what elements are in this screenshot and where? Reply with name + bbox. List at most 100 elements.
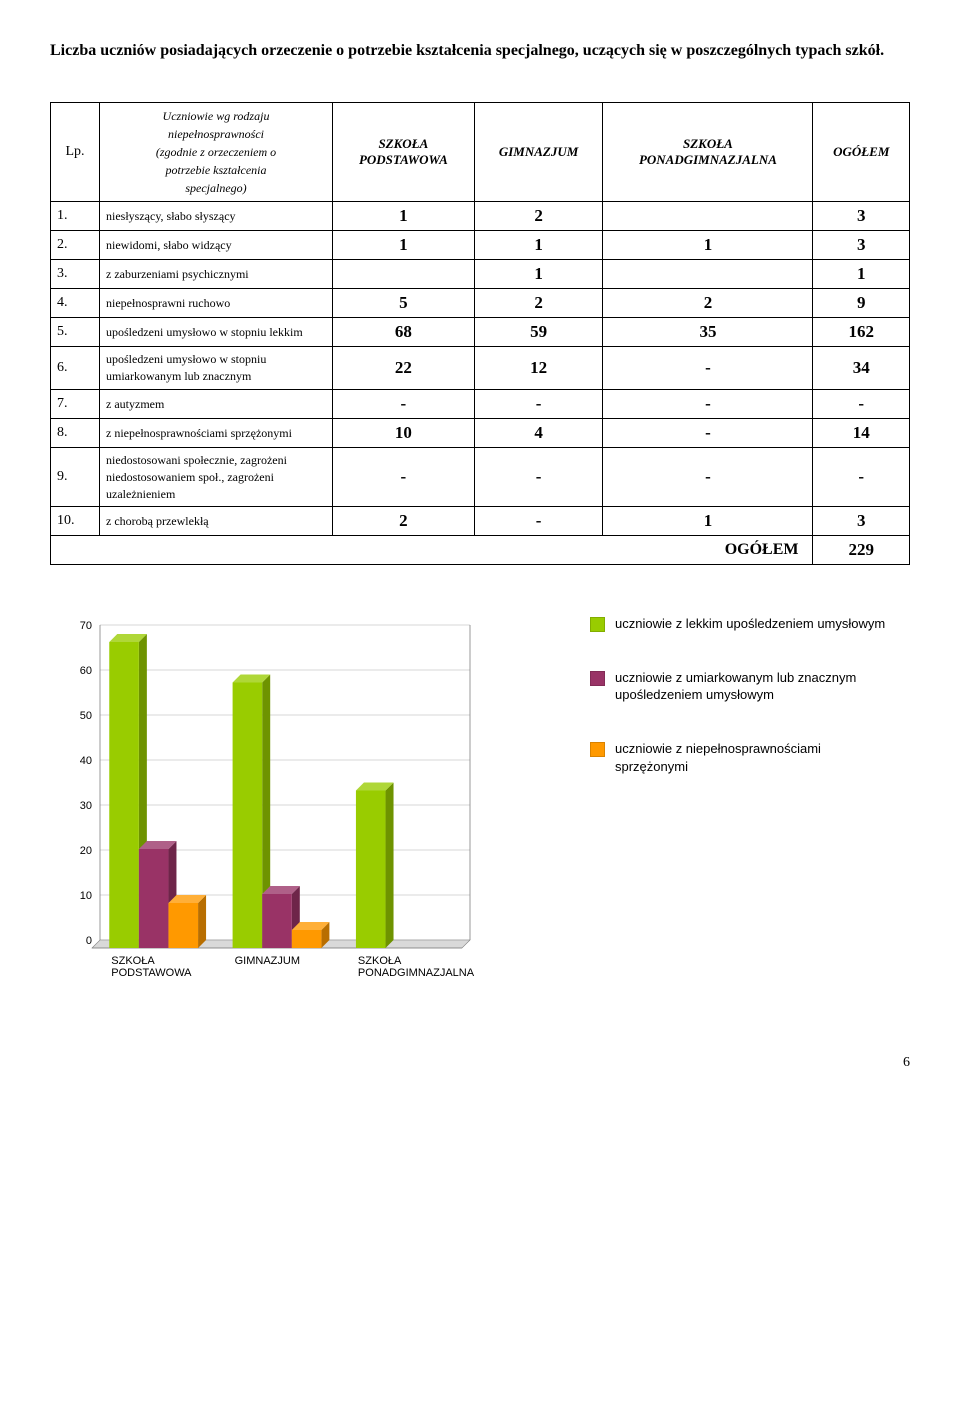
total-value: 229 — [813, 536, 910, 565]
chart-legend: uczniowie z lekkim upośledzeniem umysłow… — [590, 615, 890, 811]
cell-value: - — [603, 447, 813, 506]
legend-label: uczniowie z niepełnosprawnościami sprzęż… — [615, 740, 890, 775]
table-row: 10.z chorobą przewlekłą2-13 — [51, 507, 910, 536]
cell-desc: z autyzmem — [100, 389, 333, 418]
cell-value: 34 — [813, 347, 910, 390]
cell-lp: 8. — [51, 418, 100, 447]
cell-desc: niewidomi, słabo widzący — [100, 231, 333, 260]
table-row: 4.niepełnosprawni ruchowo5229 — [51, 289, 910, 318]
cell-value — [603, 260, 813, 289]
th-col2: GIMNAZJUM — [474, 103, 603, 202]
table-row: 8.z niepełnosprawnościami sprzężonymi104… — [51, 418, 910, 447]
cell-lp: 1. — [51, 202, 100, 231]
cell-value: 1 — [813, 260, 910, 289]
cell-value — [333, 260, 475, 289]
cell-lp: 6. — [51, 347, 100, 390]
table-row: 3.z zaburzeniami psychicznymi 1 1 — [51, 260, 910, 289]
th-lp: Lp. — [51, 103, 100, 202]
cell-value: 68 — [333, 318, 475, 347]
svg-text:20: 20 — [80, 845, 92, 857]
th-col1: SZKOŁAPODSTAWOWA — [333, 103, 475, 202]
cell-desc: niepełnosprawni ruchowo — [100, 289, 333, 318]
table-row: 5.upośledzeni umysłowo w stopniu lekkim6… — [51, 318, 910, 347]
cell-value: - — [333, 389, 475, 418]
table-row: 9.niedostosowani społecznie, zagrożeni n… — [51, 447, 910, 506]
legend-swatch — [590, 742, 605, 757]
svg-text:50: 50 — [80, 710, 92, 722]
svg-text:60: 60 — [80, 665, 92, 677]
svg-text:0: 0 — [86, 935, 92, 947]
legend-swatch — [590, 617, 605, 632]
cell-value: 1 — [333, 202, 475, 231]
cell-value: 2 — [474, 289, 603, 318]
cell-value: 3 — [813, 202, 910, 231]
cell-value: - — [603, 347, 813, 390]
svg-text:10: 10 — [80, 890, 92, 902]
legend-item: uczniowie z niepełnosprawnościami sprzęż… — [590, 740, 890, 775]
cell-value: - — [474, 507, 603, 536]
th-desc: Uczniowie wg rodzajuniepełnosprawności(z… — [100, 103, 333, 202]
data-table: Lp. Uczniowie wg rodzajuniepełnosprawnoś… — [50, 102, 910, 565]
cell-lp: 4. — [51, 289, 100, 318]
cell-value: 2 — [603, 289, 813, 318]
cell-value: - — [603, 418, 813, 447]
svg-text:PODSTAWOWA: PODSTAWOWA — [111, 967, 192, 979]
cell-value: 162 — [813, 318, 910, 347]
table-row: 1.niesłyszący, słabo słyszący12 3 — [51, 202, 910, 231]
page-title: Liczba uczniów posiadających orzeczenie … — [50, 40, 910, 62]
cell-value: 1 — [333, 231, 475, 260]
cell-value: - — [333, 447, 475, 506]
cell-value: 5 — [333, 289, 475, 318]
cell-desc: upośledzeni umysłowo w stopniu umiarkowa… — [100, 347, 333, 390]
cell-value: 12 — [474, 347, 603, 390]
cell-value — [603, 202, 813, 231]
svg-text:GIMNAZJUM: GIMNAZJUM — [235, 955, 300, 967]
cell-value: 10 — [333, 418, 475, 447]
cell-value: - — [813, 447, 910, 506]
svg-text:SZKOŁA: SZKOŁA — [111, 955, 155, 967]
cell-lp: 3. — [51, 260, 100, 289]
svg-text:40: 40 — [80, 755, 92, 767]
cell-value: 2 — [474, 202, 603, 231]
table-row: 7.z autyzmem---- — [51, 389, 910, 418]
total-label: OGÓŁEM — [51, 536, 813, 565]
cell-value: - — [813, 389, 910, 418]
cell-desc: z chorobą przewlekłą — [100, 507, 333, 536]
cell-value: 14 — [813, 418, 910, 447]
cell-value: 1 — [603, 231, 813, 260]
th-col4: OGÓŁEM — [813, 103, 910, 202]
cell-value: - — [474, 447, 603, 506]
cell-value: 1 — [474, 260, 603, 289]
cell-lp: 9. — [51, 447, 100, 506]
legend-item: uczniowie z lekkim upośledzeniem umysłow… — [590, 615, 890, 633]
cell-value: 4 — [474, 418, 603, 447]
cell-lp: 2. — [51, 231, 100, 260]
th-col3: SZKOŁAPONADGIMNAZJALNA — [603, 103, 813, 202]
cell-desc: niedostosowani społecznie, zagrożeni nie… — [100, 447, 333, 506]
cell-value: 1 — [474, 231, 603, 260]
legend-label: uczniowie z lekkim upośledzeniem umysłow… — [615, 615, 885, 633]
cell-value: 9 — [813, 289, 910, 318]
legend-item: uczniowie z umiarkowanym lub znacznym up… — [590, 669, 890, 704]
svg-text:30: 30 — [80, 800, 92, 812]
cell-value: 22 — [333, 347, 475, 390]
table-row: 2.niewidomi, słabo widzący1113 — [51, 231, 910, 260]
cell-desc: z zaburzeniami psychicznymi — [100, 260, 333, 289]
cell-desc: upośledzeni umysłowo w stopniu lekkim — [100, 318, 333, 347]
table-row: 6.upośledzeni umysłowo w stopniu umiarko… — [51, 347, 910, 390]
svg-text:SZKOŁA: SZKOŁA — [358, 955, 402, 967]
cell-desc: niesłyszący, słabo słyszący — [100, 202, 333, 231]
page-number: 6 — [50, 1055, 910, 1071]
cell-value: - — [603, 389, 813, 418]
bar-chart: 010203040506070SZKOŁAPODSTAWOWAGIMNAZJUM… — [50, 615, 570, 995]
cell-desc: z niepełnosprawnościami sprzężonymi — [100, 418, 333, 447]
cell-value: 59 — [474, 318, 603, 347]
legend-swatch — [590, 671, 605, 686]
svg-text:70: 70 — [80, 620, 92, 632]
cell-value: 1 — [603, 507, 813, 536]
cell-value: - — [474, 389, 603, 418]
cell-value: 3 — [813, 231, 910, 260]
cell-lp: 5. — [51, 318, 100, 347]
svg-text:PONADGIMNAZJALNA: PONADGIMNAZJALNA — [358, 967, 475, 979]
cell-value: 2 — [333, 507, 475, 536]
